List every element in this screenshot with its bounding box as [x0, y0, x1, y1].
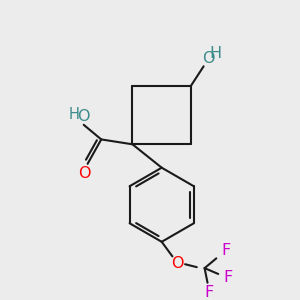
Text: O: O: [78, 166, 91, 181]
Text: O: O: [202, 51, 215, 66]
Text: O: O: [77, 110, 90, 124]
Text: O: O: [171, 256, 184, 271]
Text: H: H: [209, 46, 221, 61]
Text: F: F: [221, 243, 231, 258]
Text: F: F: [205, 285, 214, 300]
Text: H: H: [68, 106, 80, 122]
Text: F: F: [224, 270, 232, 285]
